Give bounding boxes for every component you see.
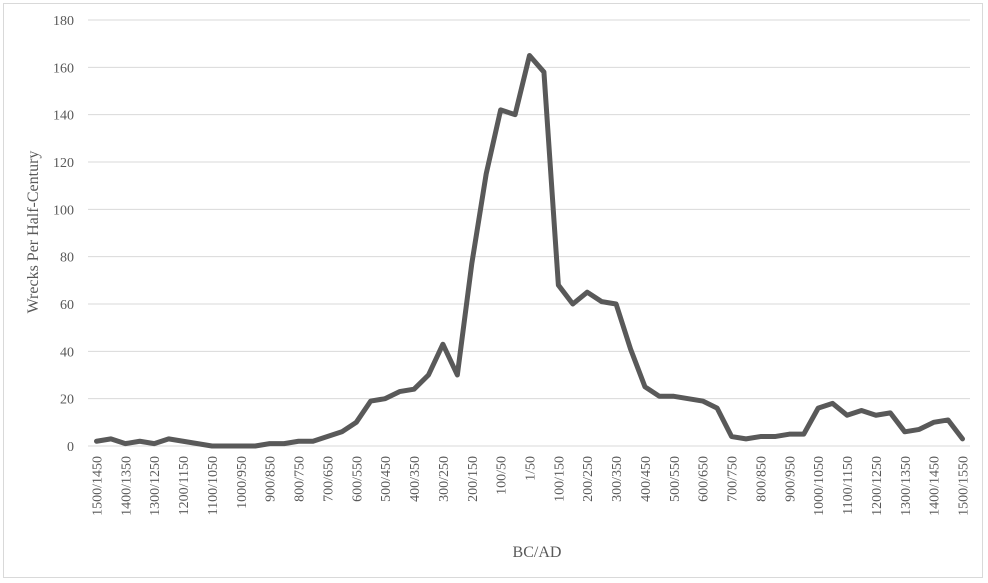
x-tick-label: 100/50 (495, 456, 510, 495)
y-tick-label: 160 (53, 61, 74, 76)
x-tick-label: 1100/1150 (841, 456, 856, 515)
y-tick-label: 40 (60, 345, 74, 360)
x-tick-label: 1/50 (524, 456, 539, 481)
x-tick-label: 1400/1350 (119, 456, 134, 516)
x-tick-label: 400/450 (639, 456, 654, 502)
x-tick-label: 700/750 (726, 456, 741, 502)
x-tick-label: 1100/1050 (206, 456, 221, 515)
x-tick-label: 500/550 (668, 456, 683, 502)
x-tick-label: 1400/1450 (928, 456, 943, 516)
y-tick-label: 20 (60, 393, 74, 408)
y-tick-label: 120 (53, 156, 74, 171)
y-tick-label: 180 (53, 14, 74, 29)
x-tick-label: 100/150 (552, 456, 567, 502)
x-tick-label: 1300/1350 (899, 456, 914, 516)
series-layer (94, 53, 965, 449)
x-tick-label: 900/950 (783, 456, 798, 502)
y-tick-label: 80 (60, 251, 74, 266)
x-tick-label: 300/250 (437, 456, 452, 502)
x-tick-label: 700/650 (321, 456, 336, 502)
y-axis-title: Wrecks Per Half-Century (25, 151, 42, 314)
x-tick-label: 1300/1250 (148, 456, 163, 516)
x-tick-label: 1200/1150 (177, 456, 192, 515)
y-tick-label: 140 (53, 109, 74, 124)
x-axis-title: BC/AD (513, 544, 562, 561)
y-tick-labels: 0 20 40 60 80 100 120 140 160 180 (53, 14, 74, 455)
x-tick-label: 400/350 (408, 456, 423, 502)
y-tick-label: 60 (60, 298, 74, 313)
y-tick-label: 0 (67, 440, 74, 455)
x-tick-label: 1500/1550 (957, 456, 972, 516)
x-tick-label: 200/250 (581, 456, 596, 502)
x-tick-label: 300/350 (610, 456, 625, 502)
x-tick-label: 200/150 (466, 456, 481, 502)
x-tick-label: 1000/1050 (812, 456, 827, 516)
x-tick-label: 900/850 (264, 456, 279, 502)
x-tick-label: 500/450 (379, 456, 394, 502)
x-tick-label: 1000/950 (235, 456, 250, 509)
x-tick-label: 1200/1250 (870, 456, 885, 516)
x-tick-label: 800/750 (293, 456, 308, 502)
x-tick-labels: 1500/1450 1400/1350 1300/1250 1200/1150 1100… (91, 456, 972, 516)
x-tick-label: 600/550 (350, 456, 365, 502)
series-line (94, 53, 965, 449)
x-tick-label: 800/850 (754, 456, 769, 502)
x-tick-label: 1500/1450 (91, 456, 106, 516)
chart-frame (3, 3, 983, 578)
y-tick-label: 100 (53, 203, 74, 218)
x-tick-label: 600/650 (697, 456, 712, 502)
gridlines (88, 19, 970, 447)
